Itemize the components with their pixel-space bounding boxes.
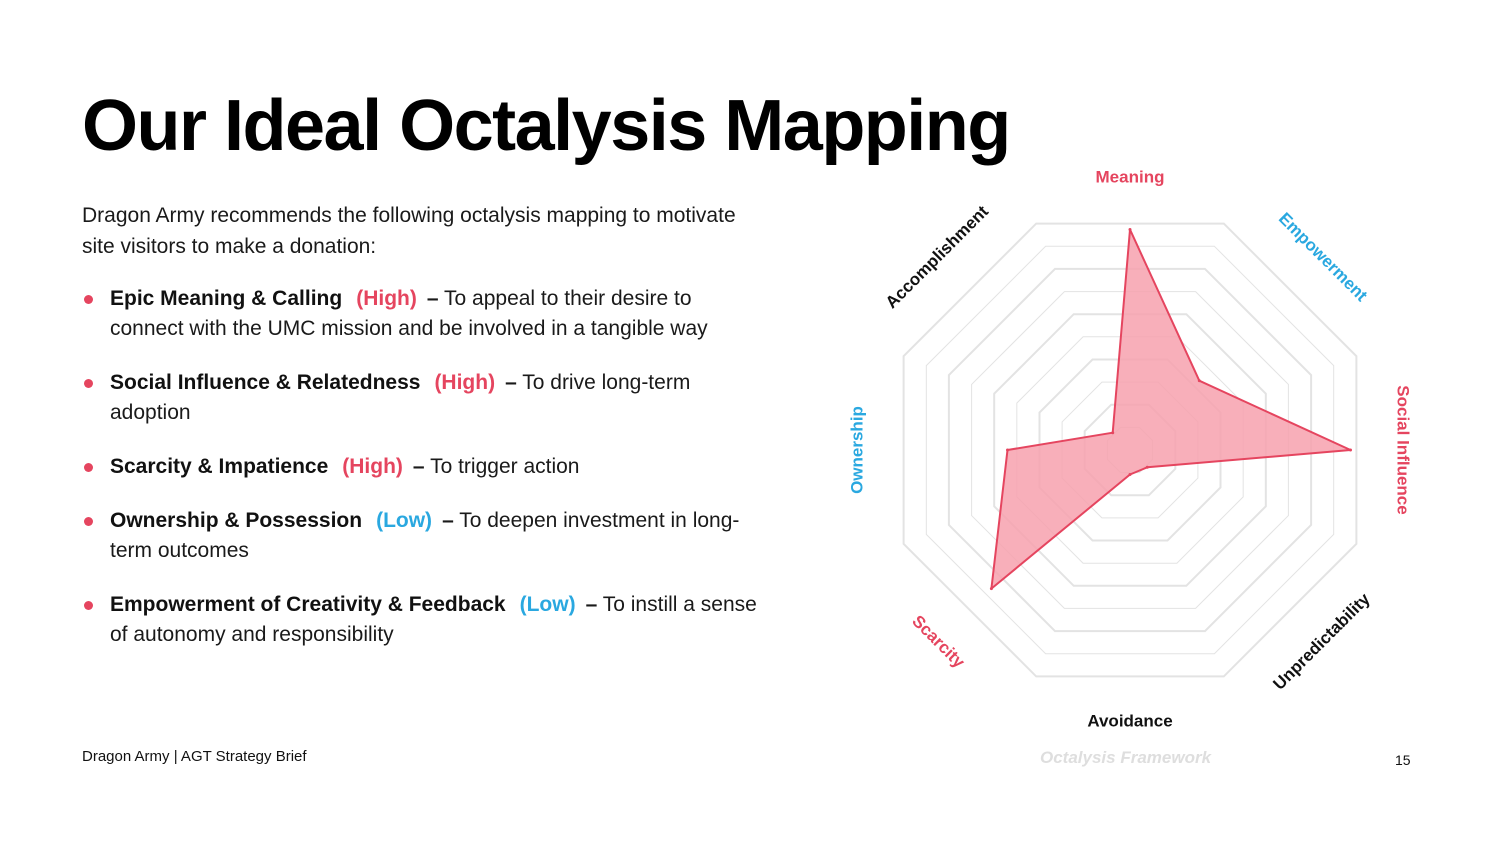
radar-grid-ring xyxy=(925,245,1335,655)
bullet-text: To drive long-term adoption xyxy=(110,371,691,424)
page-title: Our Ideal Octalysis Mapping xyxy=(82,86,1011,166)
bullet-level: (High) xyxy=(342,455,403,478)
footer-framework-watermark: Octalysis Framework xyxy=(1040,748,1212,767)
radar-axis-label-social-influence: Social Influence xyxy=(1394,385,1413,514)
radar-axis-label-empowerment: Empowerment xyxy=(1275,209,1371,305)
bullet-text: To trigger action xyxy=(430,455,580,478)
radar-axis-label-scarcity: Scarcity xyxy=(908,611,969,672)
bullet-dash: – xyxy=(426,287,439,310)
bullet-dot-icon xyxy=(84,517,93,526)
radar-axis-label-avoidance: Avoidance xyxy=(1087,711,1172,730)
bullet-dash: – xyxy=(505,371,517,394)
radar-point-unpredictability xyxy=(1145,465,1149,469)
bullet-drive-name: Empowerment of Creativity & Feedback xyxy=(110,593,506,616)
footer-brand: Dragon Army | AGT Strategy Brief xyxy=(82,748,307,765)
bullet-drive-name: Scarcity & Impatience xyxy=(110,455,329,478)
radar-grid-ring xyxy=(947,267,1313,633)
radar-point-ownership xyxy=(1006,448,1009,452)
bullet-drive-name: Ownership & Possession xyxy=(110,509,363,532)
bullet-drive-name: Social Influence & Relatedness xyxy=(110,371,421,394)
bullet-text: To instill a sense of autonomy and respo… xyxy=(110,593,757,646)
bullet-level: (High) xyxy=(434,371,496,394)
bullet-level: (Low) xyxy=(519,593,576,616)
radar-axis-label-accomplishment: Accomplishment xyxy=(882,202,993,313)
radar-data xyxy=(989,228,1352,591)
bullet-dot-icon xyxy=(84,463,93,472)
intro-text: Dragon Army recommends the following oct… xyxy=(82,204,736,258)
radar-point-accomplishment xyxy=(1111,431,1115,435)
radar-axis-label-meaning: Meaning xyxy=(1096,170,1165,186)
bullet-dot-icon xyxy=(84,295,93,304)
list-item: Ownership & Possession (Low) – To deepen i… xyxy=(82,506,762,566)
radar-point-empowerment xyxy=(1197,379,1201,383)
radar-point-avoidance xyxy=(1128,473,1132,476)
bullet-drive-name: Epic Meaning & Calling xyxy=(110,287,343,310)
radar-series-area xyxy=(990,228,1352,590)
bullet-text: To appeal to their desire to connect wit… xyxy=(110,287,708,340)
list-item: Empowerment of Creativity & Feedback (Low… xyxy=(82,590,762,650)
radar-axis-label-unpredictability: Unpredictability xyxy=(1269,589,1374,694)
bullet-level: (High) xyxy=(356,287,417,310)
bullet-dash: – xyxy=(442,509,454,532)
bullet-dash: – xyxy=(412,455,425,478)
page-number: 15 xyxy=(1395,752,1411,768)
list-item: Social Influence & Relatedness (High) – To… xyxy=(82,368,762,428)
octalysis-radar-chart: Meaning Empowerment Social Influence Unpred… xyxy=(847,170,1413,730)
bullet-text: To deepen investment in long-term outcom… xyxy=(110,509,740,562)
list-item: Scarcity & Impatience (High) – To trigger … xyxy=(82,452,762,482)
bullet-dot-icon xyxy=(84,601,93,610)
bullet-dot-icon xyxy=(84,379,93,388)
list-item: Epic Meaning & Calling (High) – To appeal … xyxy=(82,284,762,344)
radar-point-meaning xyxy=(1128,228,1132,231)
radar-axis-label-ownership: Ownership xyxy=(847,406,866,494)
radar-point-social-influence xyxy=(1349,448,1352,452)
bullet-level: (Low) xyxy=(376,509,433,532)
radar-grid-ring xyxy=(902,222,1358,678)
bullet-dash: – xyxy=(585,593,598,616)
radar-point-scarcity xyxy=(989,587,993,591)
bullet-list: Epic Meaning & Calling (High) – To appeal … xyxy=(82,284,762,674)
